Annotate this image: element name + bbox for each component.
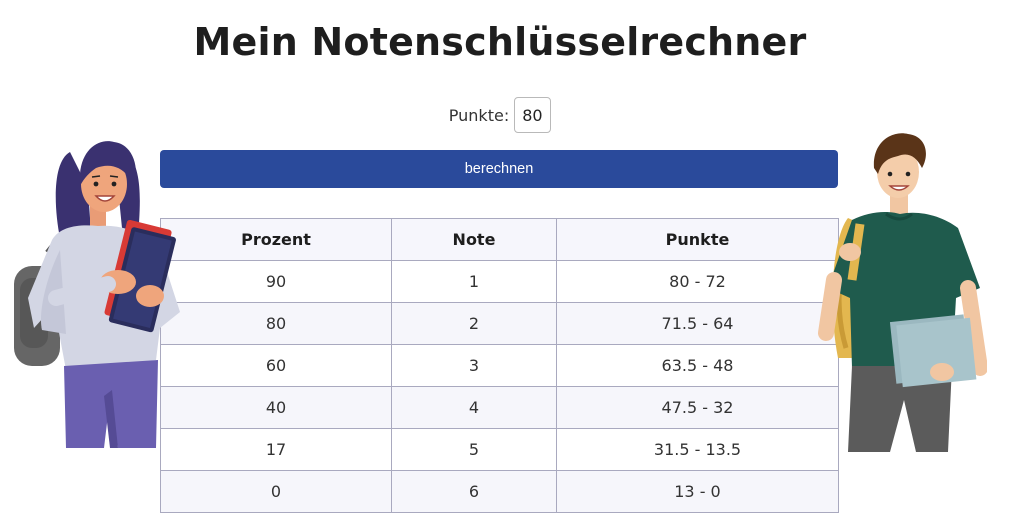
calculate-button[interactable]: berechnen <box>160 150 838 188</box>
cell-points: 63.5 - 48 <box>556 344 839 387</box>
column-header-points: Punkte <box>556 218 839 261</box>
cell-grade: 2 <box>391 302 557 345</box>
cell-percent: 60 <box>160 344 392 387</box>
cell-grade: 3 <box>391 344 557 387</box>
cell-grade: 4 <box>391 386 557 429</box>
page-title: Mein Notenschlüsselrechner <box>193 20 807 64</box>
points-label: Punkte: <box>448 105 510 125</box>
cell-points: 80 - 72 <box>556 260 839 303</box>
column-header-grade: Note <box>391 218 557 261</box>
table-row: 80 2 71.5 - 64 <box>160 302 839 345</box>
grade-table: Prozent Note Punkte 90 1 80 - 72 80 2 71… <box>160 218 839 513</box>
cell-percent: 40 <box>160 386 392 429</box>
cell-percent: 90 <box>160 260 392 303</box>
table-row: 60 3 63.5 - 48 <box>160 344 839 387</box>
cell-percent: 0 <box>160 470 392 513</box>
student-boy-with-backpack-illustration <box>818 133 987 452</box>
points-row: Punkte: <box>0 95 1000 135</box>
table-row: 0 6 13 - 0 <box>160 470 839 513</box>
cell-percent: 17 <box>160 428 392 471</box>
cell-points: 13 - 0 <box>556 470 839 513</box>
table-row: 17 5 31.5 - 13.5 <box>160 428 839 471</box>
cell-percent: 80 <box>160 302 392 345</box>
table-header-row: Prozent Note Punkte <box>160 218 839 261</box>
table-row: 40 4 47.5 - 32 <box>160 386 839 429</box>
cell-points: 71.5 - 64 <box>556 302 839 345</box>
cell-grade: 1 <box>391 260 557 303</box>
student-girl-with-books-illustration <box>14 141 180 448</box>
cell-points: 47.5 - 32 <box>556 386 839 429</box>
column-header-percent: Prozent <box>160 218 392 261</box>
cell-points: 31.5 - 13.5 <box>556 428 839 471</box>
cell-grade: 5 <box>391 428 557 471</box>
points-input[interactable] <box>514 97 552 133</box>
cell-grade: 6 <box>391 470 557 513</box>
table-row: 90 1 80 - 72 <box>160 260 839 303</box>
